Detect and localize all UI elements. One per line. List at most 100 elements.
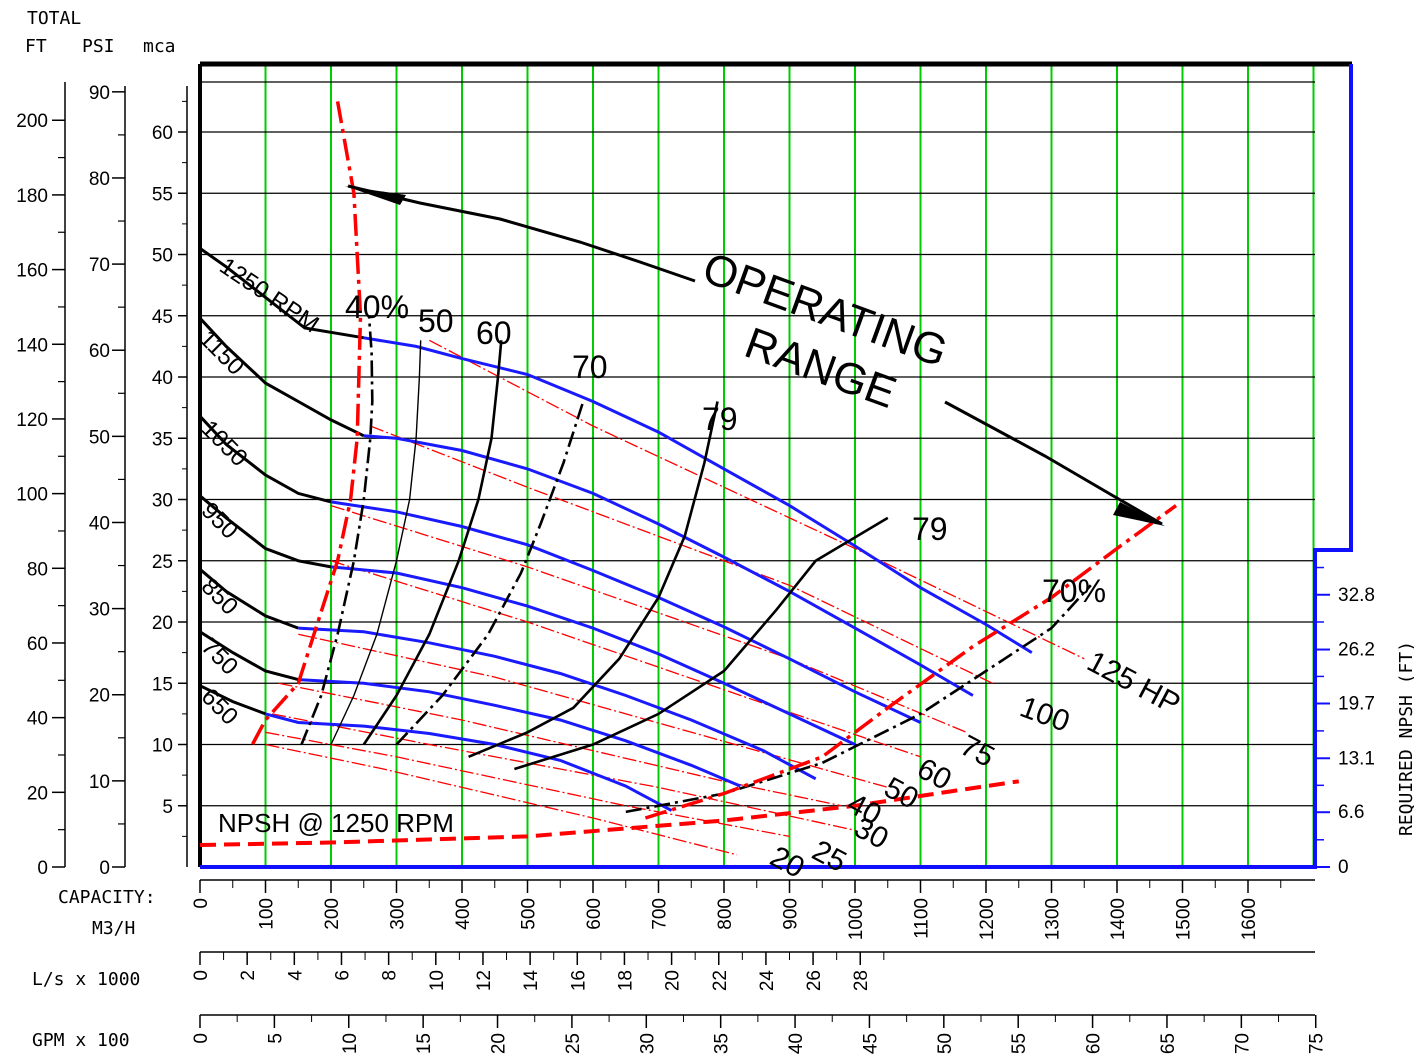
ft-tick-label: 20 <box>27 783 48 804</box>
psi-tick-label: 0 <box>99 858 110 879</box>
header-mca: mca <box>143 36 176 57</box>
speed-label-4: 850 <box>196 573 243 620</box>
speed-curve-0 <box>199 247 365 340</box>
efficiency-label-3: 70 <box>572 349 608 385</box>
header-ft: FT <box>25 36 47 57</box>
ls-tick-label: 4 <box>285 970 306 981</box>
ls-tick-label: 8 <box>380 970 401 981</box>
psi-tick-label: 10 <box>89 772 110 793</box>
ls-tick-label: 28 <box>851 970 872 991</box>
header-total: TOTAL <box>27 8 81 29</box>
head-curve-5 <box>298 678 741 788</box>
efficiency-label-4: 79 <box>702 401 738 437</box>
mca-tick-label: 50 <box>152 246 173 267</box>
gpm-tick-label: 10 <box>340 1033 361 1054</box>
label-layer: TOTAL FT PSI mca CAPACITY: M3/H L/s x 10… <box>25 8 1414 1051</box>
gpm-tick-label: 50 <box>935 1033 956 1054</box>
gpm-tick-label: 70 <box>1232 1033 1253 1054</box>
efficiency-label-2: 60 <box>476 315 512 351</box>
mca-tick-label: 45 <box>152 307 173 328</box>
gpm-tick-label: 0 <box>191 1033 212 1044</box>
m3h-tick-label: 400 <box>453 898 474 930</box>
efficiency-curve-6 <box>625 584 1092 814</box>
power-label-8: 20 <box>765 840 810 885</box>
psi-tick-label: 20 <box>89 686 110 707</box>
header-psi: PSI <box>82 36 115 57</box>
mca-tick-label: 55 <box>152 184 173 205</box>
ls-tick-label: 6 <box>332 970 353 981</box>
m3h-tick-label: 1000 <box>846 898 867 940</box>
speed-label-0: 1250 RPM <box>215 253 324 339</box>
efficiency-label-6: 70% <box>1042 573 1106 609</box>
m3h-tick-label: 800 <box>715 898 736 930</box>
mca-tick-label: 40 <box>152 368 173 389</box>
axis-layer: 0204060801001201401601802000102030405060… <box>16 82 1375 1054</box>
gpm-tick-label: 55 <box>1009 1033 1030 1054</box>
head-curve-0 <box>363 336 1033 654</box>
m3h-tick-label: 1300 <box>1043 898 1064 940</box>
npsh-tick-label: 32.8 <box>1338 585 1375 606</box>
head-curve-1 <box>363 434 974 697</box>
ft-tick-label: 0 <box>37 858 48 879</box>
npsh-curve <box>199 779 1020 847</box>
ft-tick-label: 60 <box>27 634 48 655</box>
m3h-tick-label: 200 <box>322 898 343 930</box>
power-curve-2 <box>330 504 967 733</box>
gpm-tick-label: 5 <box>265 1033 286 1044</box>
gpm-tick-label: 20 <box>489 1033 510 1054</box>
m3h-tick-label: 0 <box>191 898 212 909</box>
speed-label-3: 950 <box>196 497 243 544</box>
operating-range-arrowhead-right <box>1113 502 1165 526</box>
efficiency-curve-5 <box>514 516 889 771</box>
power-curve-4 <box>298 633 888 789</box>
ls-tick-label: 26 <box>804 970 825 991</box>
head-curve-6 <box>265 712 673 812</box>
m3h-tick-label: 300 <box>388 898 409 930</box>
speed-curve-6 <box>199 684 267 716</box>
curve-layer <box>198 101 1178 856</box>
ft-tick-label: 140 <box>16 335 48 356</box>
efficiency-label-0: 40% <box>345 289 409 325</box>
efficiency-curve-0 <box>300 315 374 745</box>
ft-tick-label: 80 <box>27 559 48 580</box>
mca-tick-label: 20 <box>152 613 173 634</box>
m3h-tick-label: 1100 <box>912 898 933 939</box>
mca-tick-label: 30 <box>152 491 173 512</box>
plot-frame <box>198 61 1353 869</box>
npsh-tick-label: 6.6 <box>1338 802 1364 823</box>
power-curve-3 <box>330 560 921 758</box>
ls-tick-label: 14 <box>521 970 542 992</box>
ft-tick-label: 180 <box>16 186 48 207</box>
head-curve-2 <box>330 500 922 724</box>
gpm-tick-label: 40 <box>786 1033 807 1054</box>
speed-curve-4 <box>199 568 299 630</box>
capacity-label: CAPACITY: <box>58 887 156 908</box>
gpm-label: GPM x 100 <box>32 1030 130 1051</box>
power-curve-8 <box>265 743 738 856</box>
m3h-tick-label: 1500 <box>1174 898 1195 940</box>
power-curve-5 <box>278 682 843 807</box>
ls-tick-label: 0 <box>191 970 212 981</box>
npsh-axis-frame <box>200 64 1353 869</box>
m3h-tick-label: 700 <box>650 898 671 930</box>
psi-tick-label: 30 <box>89 600 110 621</box>
mca-tick-label: 15 <box>152 674 173 695</box>
ft-tick-label: 100 <box>16 485 48 506</box>
psi-tick-label: 90 <box>89 83 110 104</box>
gpm-tick-label: 45 <box>860 1033 881 1054</box>
power-label-2: 75 <box>955 729 1000 774</box>
m3h-tick-label: 600 <box>584 898 605 930</box>
ls-tick-label: 10 <box>427 970 448 991</box>
operating-range-arrow-left <box>347 184 696 283</box>
m3h-tick-label: 1400 <box>1108 898 1129 940</box>
ls-tick-label: 20 <box>663 970 684 991</box>
gpm-tick-label: 25 <box>563 1033 584 1054</box>
power-label-1: 100 <box>1016 691 1074 739</box>
speed-curve-5 <box>199 630 299 682</box>
ft-tick-label: 120 <box>16 410 48 431</box>
speed-label-1: 1150 <box>194 325 250 381</box>
psi-tick-label: 80 <box>89 169 110 190</box>
npsh-tick-label: 13.1 <box>1338 748 1375 769</box>
npsh-tick-label: 0 <box>1338 857 1349 878</box>
